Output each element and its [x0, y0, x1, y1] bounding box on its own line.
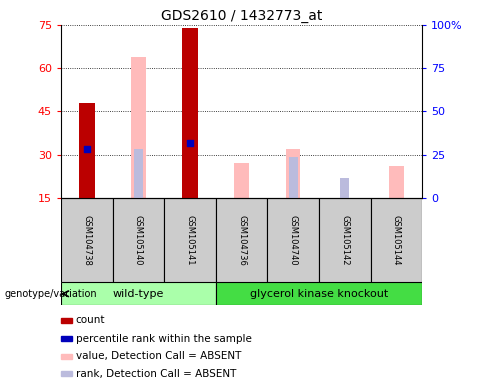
Text: value, Detection Call = ABSENT: value, Detection Call = ABSENT	[76, 351, 241, 361]
Title: GDS2610 / 1432773_at: GDS2610 / 1432773_at	[161, 8, 322, 23]
Bar	[389, 166, 404, 198]
Bar	[234, 163, 249, 198]
Bar	[319, 198, 370, 282]
Text: GSM104738: GSM104738	[82, 215, 91, 265]
Bar	[164, 198, 216, 282]
Text: count: count	[76, 315, 105, 325]
Text: wild-type: wild-type	[113, 289, 164, 299]
Text: GSM104740: GSM104740	[288, 215, 298, 265]
Bar	[113, 198, 164, 282]
Bar	[61, 336, 72, 341]
Bar	[216, 198, 267, 282]
Bar	[134, 149, 143, 198]
Text: GSM105140: GSM105140	[134, 215, 143, 265]
Text: genotype/variation: genotype/variation	[5, 289, 98, 299]
Bar	[61, 198, 113, 282]
Bar	[370, 198, 422, 282]
Text: GSM105141: GSM105141	[185, 215, 195, 265]
Point	[186, 140, 194, 146]
Bar	[216, 282, 422, 305]
Bar	[340, 177, 349, 198]
Text: GSM104736: GSM104736	[237, 215, 246, 265]
Text: GSM105144: GSM105144	[392, 215, 401, 265]
Text: rank, Detection Call = ABSENT: rank, Detection Call = ABSENT	[76, 369, 236, 379]
Bar	[61, 371, 72, 376]
Bar	[131, 56, 145, 198]
Text: glycerol kinase knockout: glycerol kinase knockout	[250, 289, 388, 299]
Bar	[286, 149, 301, 198]
Bar	[288, 157, 298, 198]
Bar	[61, 282, 216, 305]
Bar	[61, 318, 72, 323]
Bar	[61, 354, 72, 359]
Text: GSM105142: GSM105142	[340, 215, 349, 265]
Bar	[79, 103, 95, 198]
Bar	[182, 28, 198, 198]
Bar	[267, 198, 319, 282]
Text: percentile rank within the sample: percentile rank within the sample	[76, 334, 251, 344]
Point	[83, 146, 91, 152]
